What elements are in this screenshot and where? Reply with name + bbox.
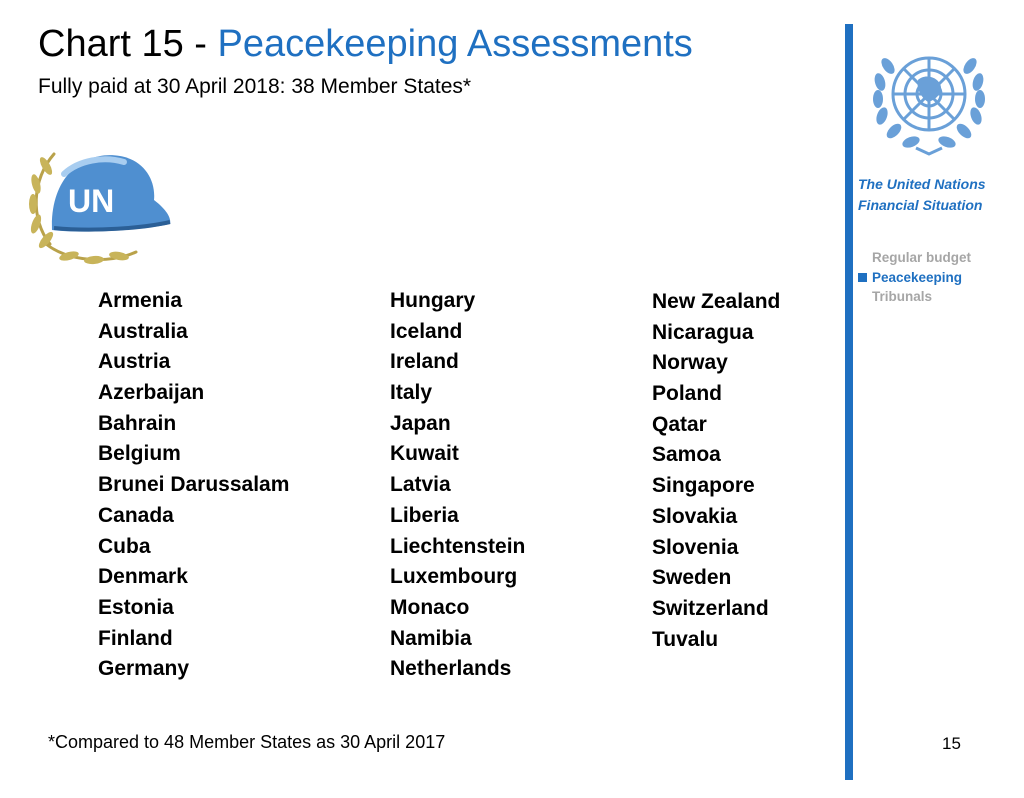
list-item: Italy	[390, 381, 433, 405]
sidebar-item-label: Peacekeeping	[872, 269, 963, 285]
list-item: Bahrain	[98, 411, 177, 435]
list-item: Norway	[652, 351, 728, 375]
page-subtitle: Fully paid at 30 April 2018: 38 Member S…	[38, 75, 472, 98]
title-prefix: Chart 15 -	[38, 23, 218, 65]
list-item: Germany	[98, 657, 190, 681]
list-item: Latvia	[390, 473, 451, 497]
list-item: Netherlands	[390, 657, 512, 681]
sidebar-nav: Regular budget Peacekeeping Tribunals	[858, 248, 971, 307]
un-helmet-icon: UN	[29, 152, 171, 265]
list-item: Samoa	[652, 443, 721, 467]
list-item: Hungary	[390, 289, 476, 312]
sidebar-divider	[845, 24, 853, 780]
sidebar-item-regular-budget[interactable]: Regular budget	[858, 248, 971, 268]
list-item: Australia	[98, 319, 188, 343]
list-item: Japan	[390, 411, 451, 435]
list-item: Brunei Darussalam	[98, 473, 290, 497]
page-title: Chart 15 - Peacekeeping Assessments	[38, 22, 693, 66]
list-item: Cuba	[98, 534, 151, 558]
sidebar-item-peacekeeping[interactable]: Peacekeeping	[858, 268, 971, 288]
list-item: Armenia	[98, 289, 183, 312]
list-item: Ireland	[390, 350, 459, 374]
footnote: *Compared to 48 Member States as 30 Apri…	[48, 732, 446, 752]
list-item: Tuvalu	[652, 627, 719, 651]
list-item: Namibia	[390, 626, 472, 650]
country-column-3: New Zealand Nicaragua Norway Poland Qata…	[652, 287, 780, 655]
list-item: Switzerland	[652, 596, 769, 620]
list-item: Liechtenstein	[390, 534, 526, 558]
list-item: Liberia	[390, 503, 459, 527]
list-item: Nicaragua	[652, 320, 754, 344]
sidebar-title: The United Nations Financial Situation	[858, 174, 986, 216]
sidebar-title-line1: The United Nations	[858, 176, 986, 192]
list-item: Sweden	[652, 566, 732, 590]
list-item: Qatar	[652, 412, 707, 436]
list-item: Singapore	[652, 474, 755, 498]
sidebar-title-line2: Financial Situation	[858, 197, 983, 213]
page-number: 15	[942, 734, 961, 753]
title-accent: Peacekeeping Assessments	[217, 23, 693, 65]
un-emblem-icon	[873, 56, 985, 156]
list-item: Slovenia	[652, 535, 739, 559]
sidebar-item-label: Tribunals	[872, 289, 933, 304]
sidebar-item-label: Regular budget	[872, 250, 972, 265]
list-item: New Zealand	[652, 290, 781, 313]
list-item: Azerbaijan	[98, 381, 205, 405]
list-item: Belgium	[98, 442, 181, 466]
sidebar-item-tribunals[interactable]: Tribunals	[858, 287, 971, 307]
helmet-text: UN	[68, 183, 114, 219]
list-item: Estonia	[98, 595, 174, 619]
list-item: Luxembourg	[390, 565, 518, 589]
square-bullet-icon	[858, 272, 867, 282]
list-item: Kuwait	[390, 442, 459, 466]
list-item: Austria	[98, 350, 171, 374]
country-column-1: Armenia Australia Austria Azerbaijan Bah…	[98, 286, 289, 685]
list-item: Canada	[98, 503, 174, 527]
list-item: Iceland	[390, 319, 463, 343]
country-column-2: Hungary Iceland Ireland Italy Japan Kuwa…	[390, 286, 525, 685]
list-item: Denmark	[98, 565, 188, 589]
list-item: Monaco	[390, 595, 470, 619]
list-item: Finland	[98, 626, 173, 650]
list-item: Poland	[652, 382, 723, 406]
list-item: Slovakia	[652, 504, 738, 528]
